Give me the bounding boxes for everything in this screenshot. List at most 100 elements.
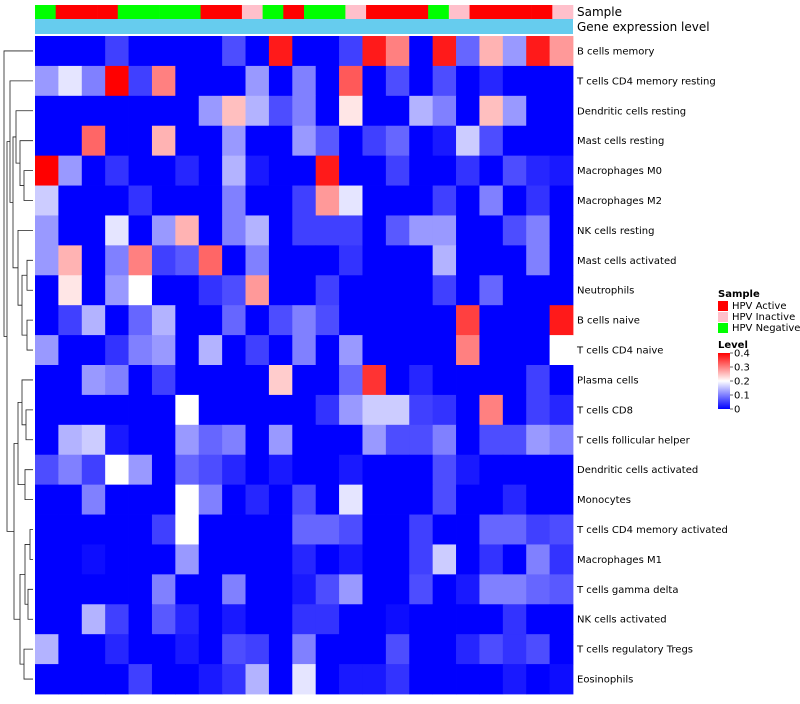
heatmap-cell	[268, 484, 293, 515]
heatmap-cell	[315, 95, 340, 127]
heatmap-cell	[409, 275, 434, 306]
heatmap-cell	[222, 664, 246, 695]
heatmap-cell	[362, 484, 387, 515]
heatmap-cell	[175, 514, 200, 545]
heatmap-cell	[432, 275, 457, 306]
heatmap-cell	[105, 185, 129, 216]
heatmap-cell	[81, 65, 106, 97]
heatmap-cell	[409, 155, 434, 186]
heatmap-cell	[245, 484, 270, 515]
row-label: B cells memory	[577, 46, 654, 57]
heatmap-cell	[339, 634, 363, 665]
heatmap-cell	[362, 125, 387, 157]
heatmap-cell	[128, 424, 153, 456]
heatmap-cell	[292, 335, 317, 366]
heatmap-cell	[35, 514, 59, 545]
heatmap-cell	[409, 634, 434, 665]
sample-annotation-cell	[159, 5, 181, 19]
heatmap-cell	[526, 544, 551, 575]
heatmap-cell	[339, 664, 363, 695]
heatmap-cell	[81, 394, 106, 426]
heatmap-cell	[526, 245, 551, 276]
heatmap-cell	[175, 335, 200, 366]
heatmap-cell	[268, 155, 293, 186]
heatmap-cell	[292, 634, 317, 665]
heatmap-cell	[456, 36, 480, 67]
heatmap-cell	[432, 155, 457, 186]
heatmap-cell	[105, 514, 129, 545]
heatmap-cell	[58, 544, 83, 575]
dendrogram-branch	[17, 230, 33, 306]
heatmap-cell	[385, 604, 410, 635]
heatmap-cell	[222, 634, 246, 665]
heatmap-cell	[502, 36, 527, 67]
heatmap-cell	[81, 365, 106, 396]
heatmap-cell	[151, 275, 176, 306]
heatmap-cell	[198, 484, 223, 515]
heatmap-cell	[151, 484, 176, 515]
heatmap-cell	[526, 454, 551, 486]
heatmap-cell	[362, 36, 387, 67]
heatmap-cell	[526, 65, 551, 97]
heatmap-cell	[502, 65, 527, 97]
heatmap-cell	[222, 305, 246, 336]
colorbar-tick-label: 0.2	[734, 377, 750, 388]
heatmap-cell	[81, 305, 106, 336]
heatmap-cell	[245, 664, 270, 695]
colorbar-tick-label: 0.4	[734, 349, 750, 360]
dendrogram-branch	[24, 469, 33, 500]
heatmap-cell	[292, 365, 317, 396]
heatmap-cell	[456, 95, 480, 127]
heatmap-cell	[268, 514, 293, 545]
heatmap-cell	[409, 245, 434, 276]
heatmap-cell	[35, 215, 59, 246]
heatmap-cell	[245, 454, 270, 486]
heatmap-cell	[175, 424, 200, 456]
heatmap-cell	[502, 155, 527, 186]
heatmap-cell	[58, 454, 83, 486]
heatmap-cell	[502, 125, 527, 157]
heatmap-cell	[292, 95, 317, 127]
heatmap-cell	[105, 604, 129, 635]
heatmap-cell	[339, 365, 363, 396]
heatmap-cell	[549, 544, 574, 575]
heatmap-cell	[35, 365, 59, 396]
heatmap-cell	[456, 514, 480, 545]
heatmap-cell	[292, 514, 317, 545]
heatmap-cell	[268, 95, 293, 127]
heatmap-cell	[151, 454, 176, 486]
heatmap-cell	[479, 365, 504, 396]
row-label: T cells follicular helper	[576, 435, 691, 446]
row-label: Neutrophils	[577, 286, 634, 297]
sample-annotation-cell	[283, 5, 305, 19]
heatmap-cell	[245, 514, 270, 545]
heatmap-cell	[268, 335, 293, 366]
heatmap-cell	[128, 335, 153, 366]
heatmap-cell	[502, 335, 527, 366]
heatmap-cell	[245, 544, 270, 575]
heatmap-cell	[339, 125, 363, 157]
heatmap-cell	[456, 215, 480, 246]
heatmap-cell	[128, 95, 153, 127]
heatmap-cell	[245, 604, 270, 635]
row-label: NK cells resting	[577, 226, 654, 237]
heatmap-cell	[479, 664, 504, 695]
heatmap-cell	[526, 634, 551, 665]
heatmap-cell	[35, 664, 59, 695]
heatmap-cell	[479, 305, 504, 336]
sample-annotation-label: Sample	[577, 5, 622, 19]
row-label: Mast cells activated	[577, 256, 676, 267]
heatmap-cell	[526, 604, 551, 635]
heatmap-cell	[128, 514, 153, 545]
heatmap-cell	[456, 634, 480, 665]
heatmap-cell	[58, 245, 83, 276]
dendrogram-branch	[21, 379, 33, 426]
heatmap-cell	[151, 634, 176, 665]
heatmap-cell	[409, 574, 434, 605]
heatmap-cell	[81, 454, 106, 486]
heatmap-cell	[58, 36, 83, 67]
heatmap-cell	[198, 155, 223, 186]
heatmap-cell	[35, 36, 59, 67]
sample-annotation-cell	[510, 5, 532, 19]
